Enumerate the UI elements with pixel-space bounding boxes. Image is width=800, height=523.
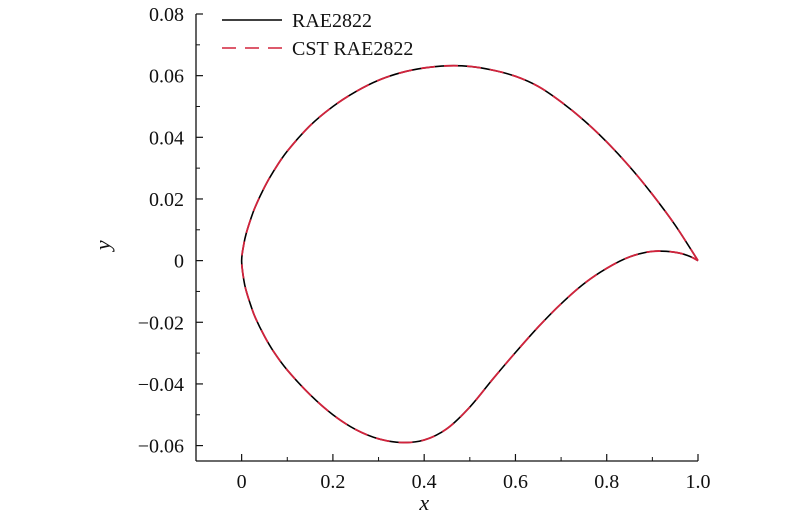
x-tick-label: 0.8 [594,471,619,493]
x-tick-label: 1.0 [686,471,711,493]
y-tick-label: 0.04 [149,127,184,149]
ticks-layer: 0 0.2 0.4 0.6 0.8 1.0 −0.06 −0.04 −0.02 0 0.02 0.04… [138,4,711,493]
x-tick-label: 0 [237,471,247,493]
y-tick-label: −0.06 [138,436,184,458]
y-tick-label: 0.08 [149,4,184,26]
legend: RAE2822 CST RAE2822 [222,10,413,60]
x-tick-label: 0.4 [412,471,437,493]
plot-frame [195,14,698,462]
series-layer [240,64,699,444]
legend-label-rae2822: RAE2822 [292,10,372,32]
y-axis-title: y [90,240,115,252]
series-line-rae2822 [240,64,699,444]
x-tick-label: 0.6 [503,471,528,493]
y-tick-label: 0.02 [149,189,184,211]
y-tick-label: 0 [174,251,184,273]
y-tick-label: 0.06 [149,66,184,88]
x-axis-title: x [418,490,429,515]
y-tick-label: −0.02 [138,312,184,334]
legend-label-cst-rae2822: CST RAE2822 [292,38,413,60]
series-line-cst-rae2822 [240,64,699,444]
x-tick-label: 0.2 [320,471,345,493]
y-tick-label: −0.04 [138,374,184,396]
